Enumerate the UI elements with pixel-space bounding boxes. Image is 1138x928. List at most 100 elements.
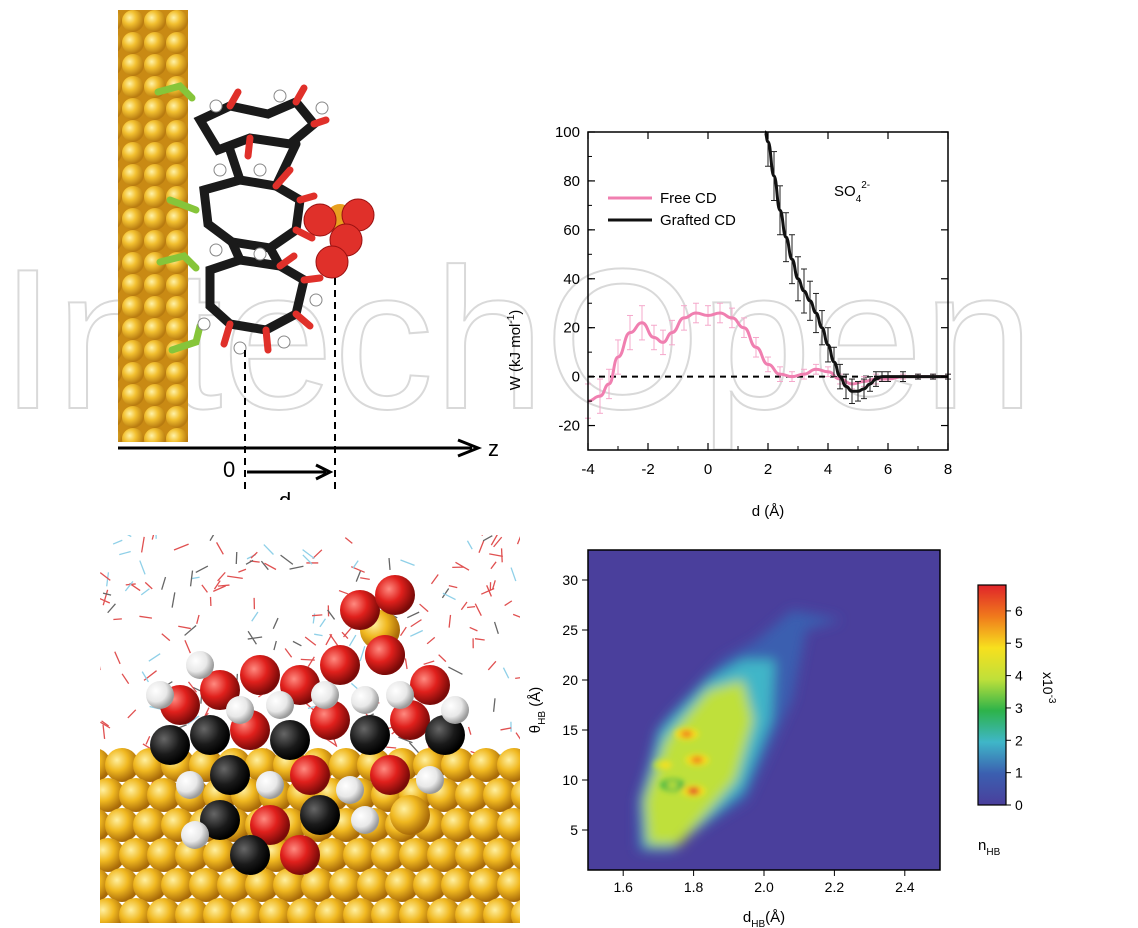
water-bond [184, 624, 197, 636]
gold-atom [399, 898, 433, 923]
water-bond [216, 542, 224, 555]
water-molecules [100, 535, 520, 845]
gold-atom [511, 900, 520, 923]
red-atom [375, 575, 415, 615]
water-bond [102, 589, 109, 606]
gold-atom [455, 838, 489, 872]
gold-atom [371, 838, 405, 872]
water-bond [106, 572, 110, 587]
water-bond [490, 535, 498, 546]
water-bond [187, 715, 200, 725]
water-bond [250, 551, 258, 559]
gold-atom [133, 808, 167, 842]
gold-atom [245, 868, 279, 902]
water-bond [196, 614, 200, 624]
water-bond [235, 552, 238, 565]
colorbar-label: nHB [978, 837, 1001, 858]
hotspot-core [666, 781, 679, 789]
legend-label: Grafted CD [660, 212, 736, 229]
water-bond [500, 548, 503, 563]
gold-atom [287, 898, 321, 923]
x-tick-label: -2 [641, 461, 654, 478]
gold-atom [483, 838, 517, 872]
gold-atom [259, 898, 293, 923]
gold-atom [497, 808, 520, 842]
gold-atom [315, 838, 349, 872]
heatmap-x-tick-label: 2.4 [895, 879, 915, 895]
water-bond [478, 540, 485, 554]
water-bond [430, 574, 439, 585]
water-bond [467, 605, 476, 609]
water-bond [102, 592, 112, 596]
heatmap-y-tick-label: 30 [562, 572, 578, 588]
gold-atom [175, 898, 209, 923]
red-atom [250, 805, 290, 845]
water-bond [114, 651, 121, 665]
red-atom [410, 665, 450, 705]
water-bond [184, 640, 191, 654]
white-atom [266, 691, 294, 719]
gold-atom [390, 795, 430, 835]
gold-atom [469, 808, 503, 842]
origin-label: 0 [223, 457, 235, 482]
colorbar-multiplier: x10-3 [1040, 672, 1057, 704]
water-bond [195, 565, 209, 574]
gold-atom [343, 838, 377, 872]
gold-atom [119, 898, 153, 923]
sulfate-ion [303, 198, 375, 279]
y-tick-label: 40 [563, 271, 580, 288]
water-bond [482, 535, 493, 542]
gold-surface [118, 10, 188, 442]
water-bond [100, 721, 111, 729]
red-atom [240, 655, 280, 695]
gold-atom [483, 898, 517, 923]
water-bond [407, 611, 420, 619]
cyclodextrin-spacefill [146, 575, 469, 875]
water-bond [314, 633, 323, 637]
water-bond [272, 617, 279, 629]
heatmap-x-tick-label: 2.0 [754, 879, 774, 895]
water-bond [489, 553, 503, 558]
water-bond [238, 568, 247, 573]
water-bond [307, 656, 315, 667]
gold-atom [343, 898, 377, 923]
z-axis-label: z [488, 436, 499, 461]
gold-atom [133, 868, 167, 902]
water-bond [161, 633, 171, 642]
schematic-panel: z 0 d [118, 10, 499, 500]
water-bond [419, 603, 429, 613]
water-bond [217, 584, 230, 587]
red-atom [370, 755, 410, 795]
water-bond [100, 598, 111, 604]
white-atom [441, 696, 469, 724]
gold-atom [497, 748, 520, 782]
gold-atom [357, 868, 391, 902]
gold-atom [441, 868, 475, 902]
gold-atom [399, 838, 433, 872]
water-bond [264, 562, 277, 571]
black-atom [210, 755, 250, 795]
water-bond [325, 634, 333, 646]
water-bond [343, 627, 353, 638]
x-axis-label: d (Å) [752, 503, 785, 520]
water-bond [467, 726, 472, 735]
water-bond [124, 580, 134, 592]
water-bond [400, 559, 415, 566]
water-bond [360, 577, 370, 581]
colorbar-gradient [977, 584, 1007, 806]
red-atom [290, 755, 330, 795]
water-bond [512, 613, 520, 618]
water-bond [127, 709, 137, 719]
legend-label: Free CD [660, 190, 717, 207]
white-atom [256, 771, 284, 799]
heatmap-y-tick-label: 15 [562, 722, 578, 738]
gold-atom [147, 838, 181, 872]
water-bond [102, 724, 106, 739]
gold-atom [119, 778, 153, 812]
hotspots [653, 728, 710, 797]
water-bond [302, 554, 313, 565]
water-bond [201, 584, 208, 593]
gold-atom [469, 748, 503, 782]
water-bond [151, 535, 155, 540]
white-atom [311, 681, 339, 709]
